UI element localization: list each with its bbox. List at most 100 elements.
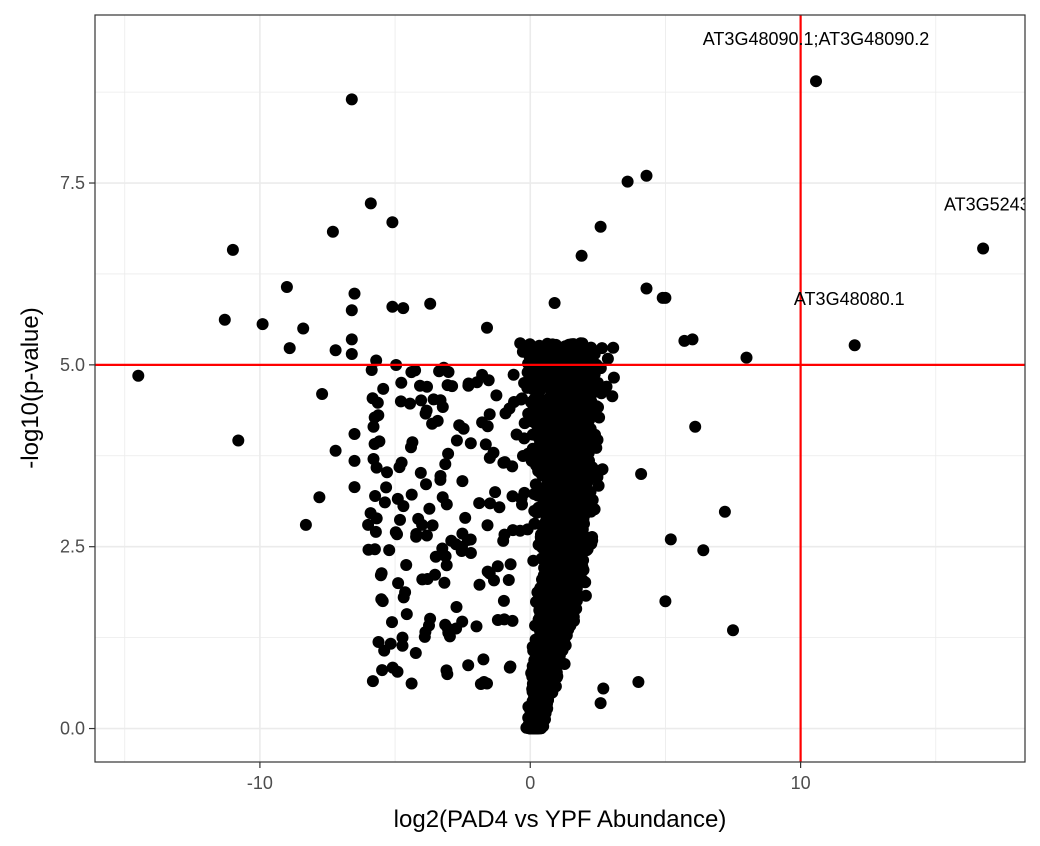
data-point (420, 529, 433, 542)
data-point (536, 573, 548, 586)
data-point (400, 559, 413, 571)
data-point (394, 513, 406, 526)
x-tick-label: 10 (791, 773, 811, 793)
data-point (456, 540, 468, 553)
data-point (727, 624, 739, 637)
data-point (576, 508, 589, 520)
data-point (499, 407, 512, 420)
data-point (456, 475, 469, 488)
labeled-points (810, 75, 990, 352)
data-point (497, 594, 510, 607)
data-point (450, 434, 463, 447)
data-point (566, 532, 579, 545)
data-point (572, 339, 585, 352)
data-point (542, 584, 555, 597)
data-point (553, 433, 565, 446)
data-point (256, 318, 269, 331)
data-point (368, 438, 381, 450)
data-point (518, 417, 531, 430)
data-point (481, 321, 493, 334)
data-point (329, 444, 342, 457)
data-point (484, 497, 497, 510)
data-point (437, 361, 450, 374)
data-point (345, 304, 358, 317)
data-point (394, 395, 407, 408)
data-point (372, 636, 385, 648)
data-point (405, 366, 418, 379)
point-annotations: AT3G48090.1;AT3G48090.2 AT3G5243(AT3G4808… (703, 29, 1036, 309)
data-point (533, 585, 546, 598)
data-point (464, 437, 477, 450)
data-point (381, 466, 393, 479)
data-point (395, 376, 408, 389)
data-point (370, 354, 383, 367)
data-point (470, 620, 483, 633)
data-point (367, 453, 380, 465)
data-point (542, 467, 555, 480)
data-point (218, 313, 231, 326)
data-point (718, 505, 731, 518)
data-point (510, 428, 523, 441)
data-point (664, 533, 677, 546)
point-annotation: AT3G5243( (944, 195, 1036, 215)
data-point (409, 647, 422, 659)
data-point (530, 595, 542, 608)
data-point (473, 497, 486, 510)
data-point (504, 558, 517, 571)
data-point (542, 642, 555, 655)
data-point (384, 637, 397, 650)
data-point (348, 454, 361, 467)
data-point (531, 706, 544, 719)
labeled-point (848, 339, 861, 352)
data-point (396, 639, 409, 652)
data-point (283, 342, 296, 355)
data-point (543, 348, 556, 361)
data-point (537, 498, 550, 511)
labeled-point (977, 242, 990, 255)
data-point (526, 442, 539, 455)
data-point (558, 576, 571, 589)
data-point (457, 422, 470, 435)
point-annotation: AT3G48080.1 (794, 289, 905, 309)
x-tick-label: 0 (525, 773, 535, 793)
data-point (559, 625, 571, 638)
y-tick-label: 2.5 (60, 537, 85, 557)
data-point (366, 392, 379, 405)
data-point (497, 534, 510, 547)
data-point (504, 660, 517, 673)
data-point (562, 435, 574, 448)
data-point (524, 342, 537, 355)
data-point (479, 438, 492, 451)
data-point (313, 491, 326, 504)
data-point (405, 488, 418, 501)
data-point (584, 428, 597, 440)
data-point (375, 567, 388, 580)
data-point (368, 543, 381, 556)
data-point (528, 517, 541, 530)
data-point (440, 664, 453, 677)
data-point (557, 446, 570, 459)
data-point (483, 408, 496, 421)
data-point (476, 368, 489, 381)
data-point (393, 461, 406, 474)
labeled-point (810, 75, 823, 88)
data-point (459, 511, 472, 524)
data-point (436, 491, 449, 504)
data-point (621, 175, 634, 188)
data-point (607, 371, 620, 384)
data-point (419, 407, 432, 420)
data-point (445, 534, 458, 547)
data-point (540, 510, 553, 523)
data-point (299, 518, 312, 531)
data-point (416, 518, 429, 531)
data-point (446, 380, 459, 393)
data-point (575, 249, 588, 262)
x-axis-ticks: -10 0 10 (247, 762, 811, 793)
data-point (439, 550, 452, 563)
data-point (369, 525, 382, 538)
data-point (552, 502, 565, 515)
data-point (606, 390, 619, 403)
data-point (434, 470, 447, 482)
data-point (507, 368, 520, 381)
data-point (491, 560, 504, 573)
